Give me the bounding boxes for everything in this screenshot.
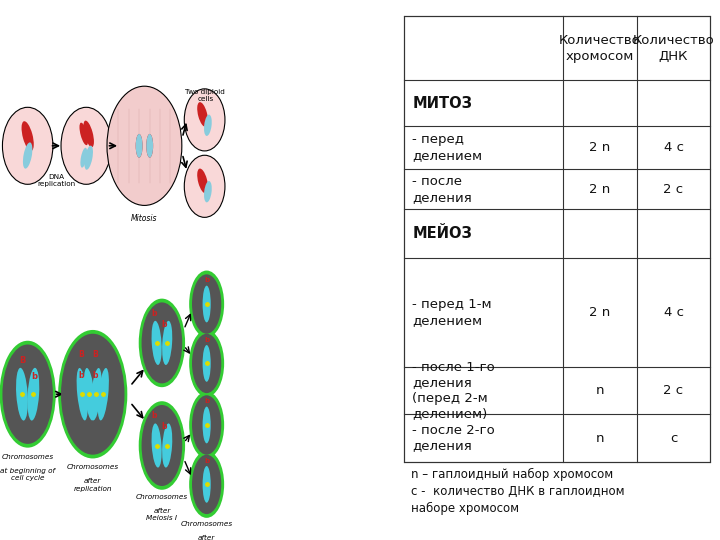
Text: b: b xyxy=(161,320,167,329)
Ellipse shape xyxy=(204,114,212,136)
Ellipse shape xyxy=(81,148,87,167)
Text: n: n xyxy=(596,384,604,397)
Ellipse shape xyxy=(184,89,225,151)
Text: b: b xyxy=(204,399,210,404)
Text: Chromosomes: Chromosomes xyxy=(67,464,119,470)
Bar xyxy=(405,16,710,462)
Text: at beginning of
cell cycle: at beginning of cell cycle xyxy=(0,468,55,481)
Ellipse shape xyxy=(135,134,143,158)
Ellipse shape xyxy=(189,392,224,458)
Text: Количество
хромосом: Количество хромосом xyxy=(559,33,641,63)
Ellipse shape xyxy=(189,271,224,338)
Ellipse shape xyxy=(61,107,112,184)
Ellipse shape xyxy=(139,401,185,490)
Ellipse shape xyxy=(146,134,153,158)
Text: Two diploid
cells: Two diploid cells xyxy=(186,89,225,102)
Ellipse shape xyxy=(2,345,53,444)
Text: - перед 1-м
делением: - перед 1-м делением xyxy=(413,299,492,327)
Ellipse shape xyxy=(192,455,221,514)
Text: 4 с: 4 с xyxy=(664,306,683,319)
Ellipse shape xyxy=(84,146,93,170)
Ellipse shape xyxy=(58,330,127,458)
Text: n – гаплоидный набор хромосом
с -  количество ДНК в гаплоидном
наборе хромосом: n – гаплоидный набор хромосом с - количе… xyxy=(411,468,624,515)
Ellipse shape xyxy=(202,345,211,382)
Ellipse shape xyxy=(192,274,221,334)
Ellipse shape xyxy=(16,368,28,421)
Ellipse shape xyxy=(162,423,172,468)
Ellipse shape xyxy=(204,181,212,202)
Text: n: n xyxy=(596,431,604,444)
Ellipse shape xyxy=(84,368,95,421)
Text: DNA
replication: DNA replication xyxy=(37,174,75,187)
Ellipse shape xyxy=(79,123,88,145)
Ellipse shape xyxy=(0,341,55,448)
Text: 2 с: 2 с xyxy=(663,183,683,196)
Ellipse shape xyxy=(151,321,162,365)
Text: - после 1-го
деления
(перед 2-м
делением): - после 1-го деления (перед 2-м делением… xyxy=(413,361,495,421)
Text: b: b xyxy=(78,371,84,380)
Text: - после
деления: - после деления xyxy=(413,175,472,204)
Ellipse shape xyxy=(192,334,221,393)
Ellipse shape xyxy=(22,121,34,151)
Ellipse shape xyxy=(162,321,172,365)
Ellipse shape xyxy=(192,395,221,455)
Ellipse shape xyxy=(23,143,32,168)
Text: B: B xyxy=(92,350,98,360)
Text: after
Meiosis I: after Meiosis I xyxy=(146,508,177,521)
Ellipse shape xyxy=(107,86,182,205)
Ellipse shape xyxy=(76,368,88,421)
Text: 2 с: 2 с xyxy=(663,384,683,397)
Text: b: b xyxy=(92,371,97,380)
Text: B: B xyxy=(78,350,84,360)
Text: Chromosomes: Chromosomes xyxy=(1,454,54,460)
Text: 2 n: 2 n xyxy=(590,183,611,196)
Ellipse shape xyxy=(142,302,182,383)
Text: 4 с: 4 с xyxy=(664,141,683,154)
Ellipse shape xyxy=(202,407,211,443)
Text: b: b xyxy=(151,309,156,318)
Text: after
replication: after replication xyxy=(73,478,112,491)
Ellipse shape xyxy=(151,423,162,468)
Ellipse shape xyxy=(189,330,224,397)
Text: - перед
делением: - перед делением xyxy=(413,133,482,162)
Text: after
Meiosis II: after Meiosis II xyxy=(190,535,223,540)
Text: 2 n: 2 n xyxy=(590,306,611,319)
Ellipse shape xyxy=(135,134,143,158)
Text: Количество
ДНК: Количество ДНК xyxy=(633,33,714,63)
Ellipse shape xyxy=(142,405,182,486)
Text: 2 n: 2 n xyxy=(590,141,611,154)
Ellipse shape xyxy=(146,134,153,158)
Text: b: b xyxy=(204,458,210,464)
Ellipse shape xyxy=(84,120,94,147)
Ellipse shape xyxy=(197,168,208,193)
Text: МЕЙОЗ: МЕЙОЗ xyxy=(413,226,472,241)
Text: b: b xyxy=(161,422,167,431)
Text: b: b xyxy=(204,337,210,343)
Ellipse shape xyxy=(197,102,208,127)
Text: с: с xyxy=(670,431,678,444)
Ellipse shape xyxy=(202,466,211,503)
Text: b: b xyxy=(31,372,37,381)
Ellipse shape xyxy=(139,299,185,387)
Text: Mitosis: Mitosis xyxy=(131,214,158,224)
Text: - после 2-го
деления: - после 2-го деления xyxy=(413,424,495,453)
Ellipse shape xyxy=(184,156,225,217)
Ellipse shape xyxy=(61,334,125,455)
Ellipse shape xyxy=(202,286,211,322)
Ellipse shape xyxy=(189,451,224,518)
Text: b: b xyxy=(204,278,210,284)
Ellipse shape xyxy=(2,107,53,184)
Text: Chromosomes: Chromosomes xyxy=(136,494,188,500)
Text: МИТОЗ: МИТОЗ xyxy=(413,96,472,111)
Text: b: b xyxy=(151,411,156,421)
Ellipse shape xyxy=(91,368,102,421)
Text: Chromosomes: Chromosomes xyxy=(181,521,233,526)
Ellipse shape xyxy=(27,368,40,421)
Text: B: B xyxy=(19,356,25,365)
Ellipse shape xyxy=(98,368,109,421)
